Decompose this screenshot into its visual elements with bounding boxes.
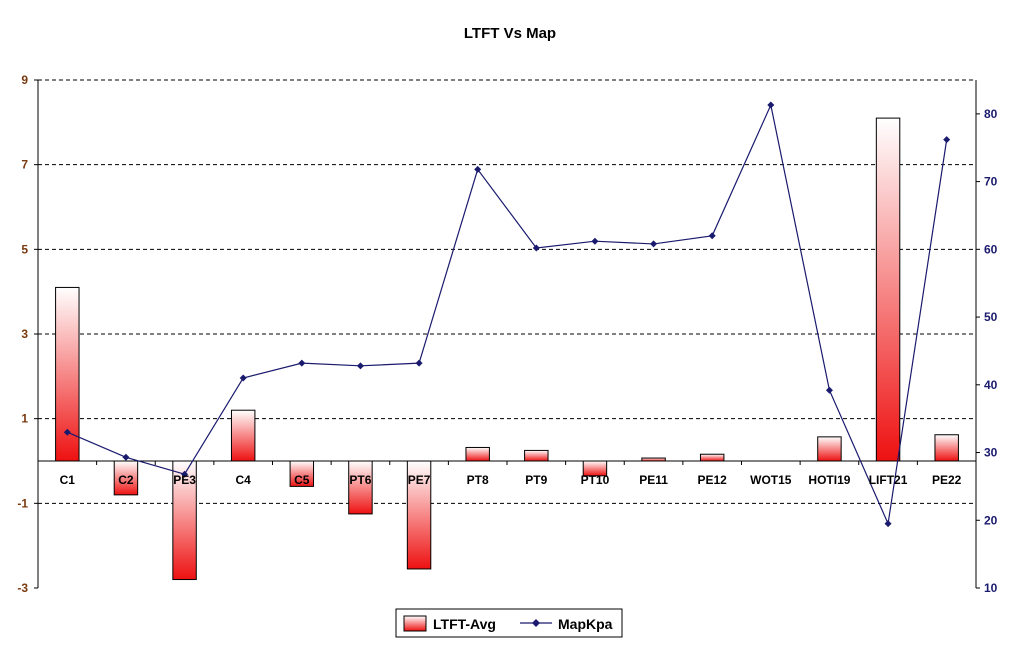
category-label-LIFT21: LIFT21	[869, 473, 908, 487]
category-label-C1: C1	[60, 473, 76, 487]
right-tick-label-70: 70	[984, 175, 998, 189]
legend: LTFT-Avg MapKpa	[395, 608, 623, 638]
marker-WOT15	[767, 101, 775, 109]
bar-PE12	[699, 453, 725, 462]
right-tick-label-10: 10	[984, 581, 998, 595]
category-label-PE12: PE12	[698, 473, 728, 487]
marker-HOTI19	[825, 386, 833, 394]
category-label-PT6: PT6	[349, 473, 371, 487]
bar-PT6	[348, 460, 373, 515]
category-label-C5: C5	[294, 473, 310, 487]
legend-swatch-ltft-avg	[403, 615, 427, 632]
legend-label-mapkpa: MapKpa	[558, 616, 613, 632]
marker-PT9	[532, 244, 540, 252]
bar-C4	[230, 409, 256, 462]
right-tick-label-30: 30	[984, 446, 998, 460]
marker-PE11	[650, 240, 658, 248]
category-label-PT8: PT8	[467, 473, 489, 487]
left-tick-label-1: 1	[21, 412, 28, 426]
legend-box	[395, 608, 623, 638]
marker-LIFT21	[884, 520, 892, 528]
marker-PE22	[943, 136, 951, 144]
right-tick-label-80: 80	[984, 107, 998, 121]
marker-PE12	[708, 232, 716, 240]
marker-C2	[122, 453, 130, 461]
legend-label-ltft-avg: LTFT-Avg	[433, 616, 496, 632]
left-tick-label-9: 9	[21, 73, 28, 87]
right-tick-label-40: 40	[984, 378, 998, 392]
bar-PE22	[934, 434, 959, 462]
bar-PT9	[524, 449, 549, 462]
marker-PE7	[415, 359, 423, 367]
category-label-PE3: PE3	[173, 473, 196, 487]
line-series-mapkpa	[63, 101, 951, 528]
axes	[34, 79, 980, 589]
left-tick-label-5: 5	[21, 242, 28, 256]
marker-C5	[298, 359, 306, 367]
left-tick-label-7: 7	[21, 158, 28, 172]
bar-series-ltft-avg	[55, 117, 959, 581]
category-label-PE7: PE7	[408, 473, 431, 487]
category-label-PT10: PT10	[581, 473, 610, 487]
legend-swatch-mapkpa-marker	[532, 619, 540, 627]
right-tick-label-60: 60	[984, 242, 998, 256]
tick-labels: 9 7 5 3 1 -1 -3 80 70 60 50 40 30 20 10	[17, 73, 997, 595]
category-label-PE11: PE11	[639, 473, 668, 487]
marker-C1	[63, 428, 71, 436]
category-label-PT9: PT9	[525, 473, 547, 487]
category-label-PE22: PE22	[932, 473, 962, 487]
mapkpa-line	[67, 103, 948, 526]
category-label-HOTI19: HOTI19	[808, 473, 850, 487]
marker-C4	[239, 374, 247, 382]
marker-PE3	[181, 470, 189, 478]
bar-PT8	[465, 446, 490, 462]
category-label-C2: C2	[118, 473, 134, 487]
marker-PT10	[591, 237, 599, 245]
left-tick-label--3: -3	[17, 581, 28, 595]
category-labels: C1 C2 PE3 C4 C5 PT6 PE7 PT8 PT9 PT10 PE11 PE12 WOT15…	[60, 473, 962, 487]
bar-LIFT21	[875, 117, 901, 462]
left-tick-label--1: -1	[17, 496, 28, 510]
bar-HOTI19	[817, 436, 842, 462]
category-label-C4: C4	[236, 473, 252, 487]
chart-title: LTFT Vs Map	[464, 25, 556, 42]
category-label-WOT15: WOT15	[750, 473, 792, 487]
right-tick-label-20: 20	[984, 513, 998, 527]
marker-PT8	[474, 165, 482, 173]
left-tick-label-3: 3	[21, 327, 28, 341]
marker-PT6	[356, 362, 364, 370]
right-tick-label-50: 50	[984, 310, 998, 324]
